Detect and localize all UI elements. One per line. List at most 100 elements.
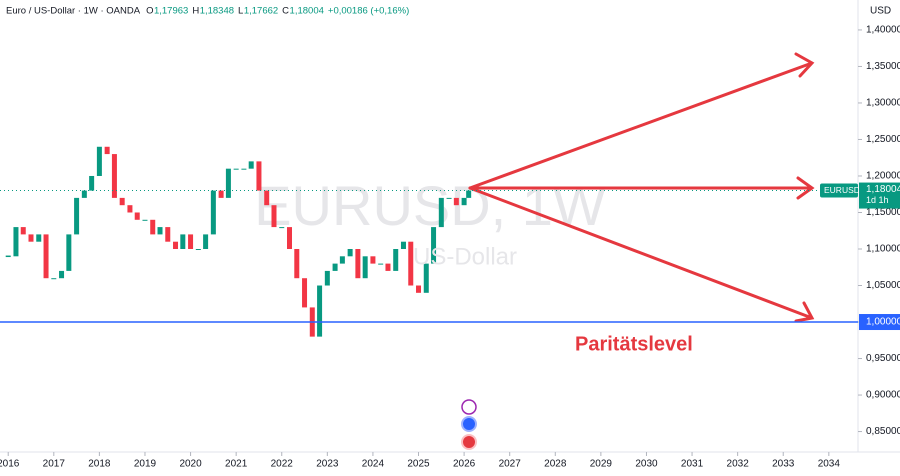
candle-body (43, 234, 49, 279)
icon (461, 416, 477, 432)
y-tick-label: 1,25000 (866, 134, 900, 145)
header: Euro / US-Dollar · 1W · OANDA O 1,17963 H 1,… (6, 6, 409, 17)
candle-body (157, 227, 163, 235)
x-tick-label: 2032 (727, 459, 750, 470)
arrow-flat (468, 176, 815, 200)
y-tick-label: 0,85000 (866, 426, 900, 437)
candle-body (74, 197, 80, 235)
x-tick-label: 2020 (179, 459, 202, 470)
candle-body (347, 249, 353, 257)
candle-body (408, 241, 414, 286)
parity-label-bg (859, 314, 900, 331)
symbol-tag-bg (820, 183, 858, 198)
candle-body (89, 175, 95, 191)
candle-body (400, 241, 406, 250)
x-tick-label: 2021 (225, 459, 248, 470)
x-tick-label: 2034 (818, 459, 841, 470)
event-icons (461, 399, 477, 450)
symbol-title: Euro / US-Dollar · 1W · OANDA (6, 6, 141, 17)
candle-body (134, 212, 140, 220)
x-tick-label: 2028 (544, 459, 567, 470)
y-tick-label: 1,10000 (866, 244, 900, 255)
candle-body (431, 227, 437, 264)
candle-body (294, 249, 300, 279)
candle-body (241, 168, 247, 170)
ohlc-label: H (192, 6, 199, 17)
candle-body (393, 249, 399, 271)
candle-body (385, 263, 391, 271)
candle-body (28, 234, 34, 242)
candle-body (339, 256, 345, 264)
candle-body (233, 168, 239, 170)
y-tick-label: 1,20000 (866, 171, 900, 182)
candle-body (180, 234, 186, 250)
last-price-bg (859, 182, 900, 209)
ohlc-label: C (282, 6, 289, 17)
candle-body (446, 197, 452, 199)
candle-body (165, 227, 171, 242)
candle-body (466, 190, 472, 198)
candle-body (20, 227, 26, 235)
x-tick-label: 2027 (499, 459, 522, 470)
ohlc-value: 1,18004 (290, 6, 324, 17)
y-tick-label: 1,15000 (866, 207, 900, 218)
x-tick-label: 2026 (453, 459, 476, 470)
y-tick-label: 0,90000 (866, 390, 900, 401)
candle-body (225, 168, 231, 198)
candle-body (81, 190, 87, 198)
x-tick-label: 2022 (271, 459, 294, 470)
arrow-down (468, 186, 815, 323)
candle-body (256, 161, 262, 191)
watermark-sub: US-Dollar (413, 243, 517, 270)
candle-body (271, 205, 277, 228)
ohlc-label: O (146, 6, 153, 17)
candle-body (36, 234, 42, 242)
icon (461, 434, 477, 450)
candle-body (51, 278, 57, 280)
candle-body (286, 227, 292, 250)
candle-body (96, 146, 102, 176)
candle-body (150, 219, 156, 235)
candle-body (188, 234, 194, 250)
x-tick-label: 2030 (635, 459, 658, 470)
x-tick-label: 2029 (590, 459, 613, 470)
candle-body (13, 227, 19, 257)
candle-body (355, 249, 361, 279)
watermark: EURUSD, 1W (254, 174, 606, 237)
x-tick-label: 2016 (0, 459, 20, 470)
candle-body (66, 234, 72, 271)
annotation: Paritätslevel (575, 333, 693, 355)
candle-body (248, 161, 254, 169)
last-price-label: 1,18004 (866, 184, 900, 195)
candle-body (210, 190, 216, 235)
candle-body (142, 219, 148, 221)
arrow-up (468, 52, 815, 190)
y-tick-label: 0,95000 (866, 353, 900, 364)
x-tick-label: 2033 (772, 459, 795, 470)
change: +0,00186 (+0,16%) (328, 6, 409, 17)
forecast-arrows (468, 52, 815, 323)
y-tick-label: 1,40000 (866, 25, 900, 36)
x-tick-label: 2019 (134, 459, 157, 470)
symbol-tag: EURUSD (824, 185, 860, 195)
candle-body (173, 241, 179, 250)
countdown: 1d 1h (866, 195, 889, 205)
candle-body (362, 256, 368, 279)
x-tick-label: 2025 (407, 459, 430, 470)
candle-body (104, 146, 110, 155)
candle-body (203, 234, 209, 250)
candle-body (119, 197, 125, 206)
x-tick-label: 2031 (681, 459, 704, 470)
candle-body (370, 256, 376, 264)
ohlc-value: 1,17662 (244, 6, 278, 17)
candle-body (453, 197, 459, 206)
currency-label: USD (870, 6, 891, 17)
parity-label: 1,00000 (866, 317, 900, 328)
candle-body (218, 190, 224, 198)
candles (5, 146, 472, 337)
candle-body (127, 205, 133, 213)
candle-body (461, 197, 467, 206)
y-tick-label: 1,05000 (866, 280, 900, 291)
